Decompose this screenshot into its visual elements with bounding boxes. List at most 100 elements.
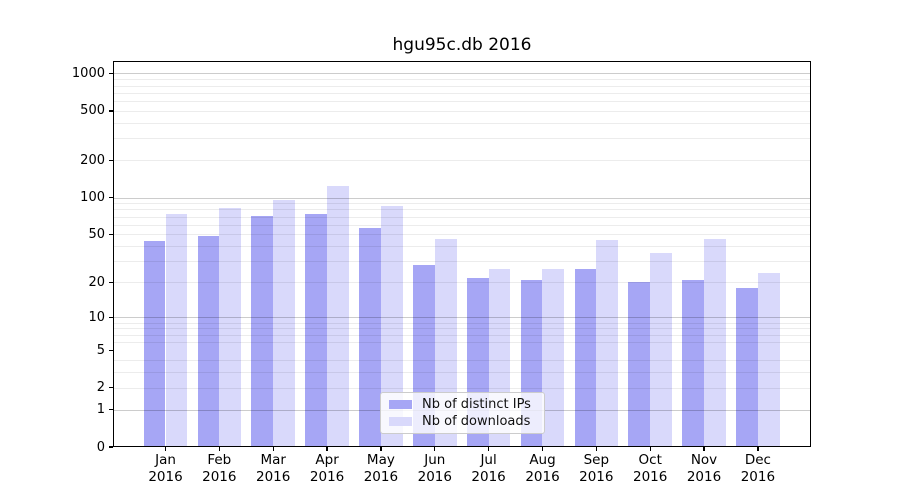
y-gridline-minor-200 (113, 160, 811, 162)
y-gridline-major-1000 (113, 73, 811, 75)
y-tick-2 (108, 387, 113, 389)
y-gridline-minor-8 (113, 328, 811, 330)
x-tick-feb (218, 447, 221, 451)
bar-distinct-ips-sep (574, 268, 597, 447)
y-tick-label-10: 10 (88, 309, 105, 325)
bar-downloads-sep (596, 240, 619, 447)
y-tick-1000 (108, 72, 113, 75)
bar-downloads-oct (650, 253, 672, 447)
y-tick-label-500: 500 (80, 103, 105, 119)
y-gridline-minor-800 (113, 85, 811, 87)
bar-distinct-ips-dec (736, 287, 758, 447)
y-gridline-minor-400 (113, 122, 811, 124)
y-gridline-minor-500 (113, 110, 811, 112)
y-tick-20 (108, 281, 113, 284)
y-gridline-minor-90 (113, 203, 811, 205)
bar-downloads-jan (165, 213, 188, 447)
x-tick-jul (488, 447, 490, 451)
x-tick-aug (541, 447, 544, 451)
legend-label-downloads: Nb of downloads (422, 413, 531, 429)
x-tick-label-may: May 2016 (363, 452, 399, 485)
bar-downloads-may (380, 205, 403, 447)
x-tick-oct (649, 447, 651, 451)
y-tick-label-50: 50 (88, 226, 105, 242)
y-tick-100 (108, 196, 113, 199)
y-gridline-minor-900 (113, 79, 811, 81)
legend: Nb of distinct IPs Nb of downloads (380, 392, 545, 434)
y-tick-5 (108, 349, 113, 351)
x-tick-label-nov: Nov 2016 (686, 452, 722, 485)
x-tick-mar (272, 447, 274, 451)
bar-downloads-aug (542, 268, 565, 447)
bar-downloads-dec (757, 273, 780, 447)
y-gridline-minor-80 (113, 209, 811, 211)
y-tick-50 (108, 233, 113, 236)
x-tick-label-apr: Apr 2016 (309, 452, 345, 485)
y-gridline-minor-700 (113, 92, 811, 94)
bar-downloads-nov (704, 238, 726, 447)
y-tick-500 (108, 110, 113, 112)
legend-swatch-distinct-ips (389, 400, 412, 409)
y-gridline-minor-60 (113, 224, 811, 226)
y-gridline-minor-6 (113, 341, 811, 343)
bar-distinct-ips-apr (305, 214, 328, 447)
x-tick-label-feb: Feb 2016 (202, 452, 237, 485)
y-tick-label-5: 5 (96, 342, 105, 358)
bar-distinct-ips-feb (197, 235, 220, 447)
y-gridline-major-100 (113, 197, 811, 199)
bar-distinct-ips-mar (251, 215, 274, 447)
y-gridline-minor-70 (113, 216, 811, 218)
legend-label-distinct-ips: Nb of distinct IPs (422, 396, 531, 412)
y-tick-label-2: 2 (96, 380, 105, 396)
y-gridline-minor-20 (113, 282, 811, 284)
y-gridline-minor-3 (113, 372, 811, 373)
x-tick-label-sep: Sep 2016 (579, 452, 614, 485)
y-tick-label-1: 1 (96, 402, 105, 417)
plot-area (113, 61, 811, 447)
x-tick-may (380, 447, 382, 451)
y-gridline-minor-40 (113, 246, 811, 248)
x-tick-sep (595, 447, 597, 451)
x-tick-label-jun: Jun 2016 (417, 452, 452, 485)
chart-title: hgu95c.db 2016 (392, 35, 532, 55)
y-tick-0 (108, 446, 113, 448)
y-tick-label-100: 100 (80, 190, 105, 205)
x-tick-apr (326, 447, 328, 451)
x-tick-label-dec: Dec 2016 (740, 452, 776, 485)
bar-downloads-mar (273, 199, 295, 447)
bar-downloads-apr (327, 185, 349, 447)
x-tick-label-oct: Oct 2016 (633, 452, 668, 485)
legend-swatch-downloads (389, 417, 412, 426)
x-tick-label-mar: Mar 2016 (256, 452, 291, 485)
bar-distinct-ips-nov (682, 279, 704, 447)
y-tick-label-200: 200 (80, 152, 105, 168)
x-tick-jan (164, 447, 167, 451)
bar-distinct-ips-may (359, 228, 381, 447)
y-tick-10 (108, 316, 113, 318)
x-tick-label-jan: Jan 2016 (148, 452, 183, 485)
y-gridline-minor-4 (113, 360, 811, 361)
bar-distinct-ips-jan (143, 241, 166, 447)
x-tick-jun (434, 447, 436, 451)
y-gridline-minor-50 (113, 234, 811, 236)
x-tick-label-jul: Jul 2016 (471, 452, 506, 485)
y-gridline-major-10 (113, 317, 811, 319)
x-tick-dec (757, 447, 759, 451)
y-tick-1 (108, 408, 113, 411)
y-gridline-minor-9 (113, 322, 811, 324)
y-tick-label-20: 20 (88, 274, 105, 290)
legend-item-distinct-ips: Nb of distinct IPs (387, 396, 536, 413)
bar-distinct-ips-oct (628, 282, 651, 447)
y-gridline-minor-300 (113, 138, 811, 140)
y-tick-label-0: 0 (96, 439, 105, 455)
y-gridline-minor-7 (113, 334, 811, 336)
x-tick-nov (703, 447, 705, 451)
bar-downloads-feb (219, 208, 242, 447)
legend-item-downloads: Nb of downloads (387, 413, 536, 430)
y-tick-200 (108, 159, 113, 161)
x-tick-label-aug: Aug 2016 (525, 452, 560, 485)
y-gridline-minor-600 (113, 101, 811, 102)
y-gridline-minor-2 (113, 387, 811, 389)
y-gridline-minor-30 (113, 261, 811, 263)
